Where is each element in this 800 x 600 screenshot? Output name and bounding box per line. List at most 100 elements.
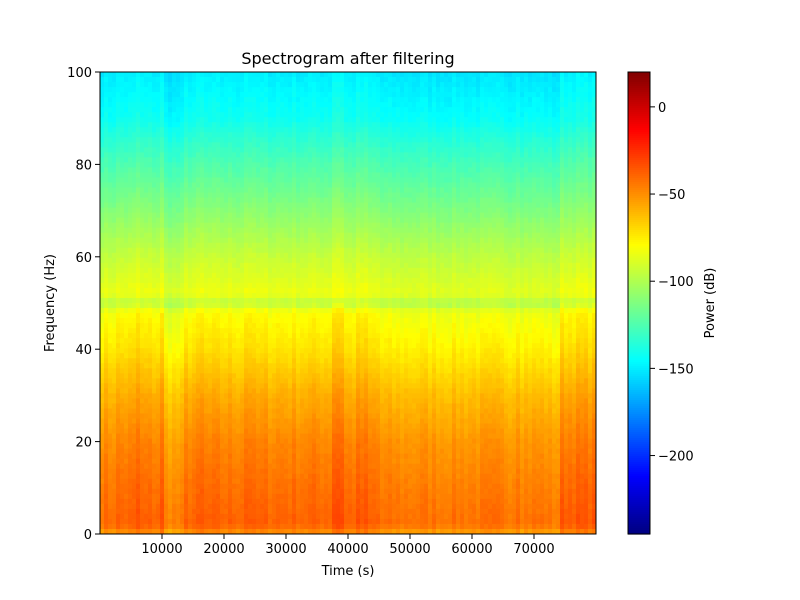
heatmap-cell [140,523,145,530]
heatmap-cell [256,463,261,470]
heatmap-cell [304,453,309,460]
heatmap-cell [148,443,153,450]
heatmap-cell [276,197,281,204]
heatmap-cell [300,508,305,515]
heatmap-cell [100,152,105,158]
heatmap-cell [244,127,249,133]
heatmap-cell [244,217,249,224]
heatmap-cell [156,418,161,425]
heatmap-cell [276,222,281,229]
heatmap-cell [256,353,261,359]
heatmap-cell [212,157,217,163]
heatmap-cell [188,262,193,269]
heatmap-cell [200,398,205,405]
heatmap-cell [124,242,129,249]
heatmap-cell [268,453,273,460]
heatmap-cell [236,383,241,389]
heatmap-cell [120,378,125,384]
heatmap-cell [124,192,129,199]
heatmap-cell [284,272,289,279]
heatmap-cell [228,313,233,319]
heatmap-cell [260,333,265,339]
heatmap-cell [152,137,157,143]
heatmap-cell [228,448,233,455]
heatmap-cell [284,413,289,420]
heatmap-cell [212,433,217,440]
heatmap-cell [284,428,289,435]
heatmap-cell [244,242,249,249]
heatmap-cell [164,363,169,369]
heatmap-cell [288,112,293,118]
heatmap-cell [156,343,161,349]
heatmap-cell [228,428,233,435]
heatmap-cell [160,282,165,289]
heatmap-cell [276,152,281,158]
heatmap-cell [156,518,161,525]
heatmap-cell [132,408,137,415]
heatmap-cell [212,122,217,128]
heatmap-cell [124,297,129,304]
heatmap-cell [256,102,261,108]
heatmap-cell [252,187,257,194]
heatmap-cell [312,488,317,495]
heatmap-cell [304,513,309,520]
heatmap-cell [228,117,233,123]
heatmap-cell [196,212,201,219]
heatmap-cell [248,167,253,174]
heatmap-cell [288,388,293,394]
heatmap-cell [112,468,117,475]
heatmap-cell [152,483,157,490]
heatmap-cell [176,413,181,420]
heatmap-cell [192,187,197,194]
heatmap-cell [164,92,169,98]
heatmap-cell [308,428,313,435]
heatmap-cell [180,498,185,505]
heatmap-cell [116,92,121,98]
heatmap-cell [176,513,181,520]
heatmap-cell [268,262,273,269]
heatmap-cell [224,232,229,239]
heatmap-cell [296,102,301,108]
heatmap-cell [180,107,185,113]
heatmap-cell [240,528,245,534]
heatmap-cell [176,142,181,148]
heatmap-cell [236,343,241,349]
heatmap-cell [228,413,233,420]
heatmap-cell [236,187,241,194]
heatmap-cell [120,282,125,289]
heatmap-cell [240,338,245,344]
heatmap-cell [244,528,249,534]
heatmap-cell [140,403,145,410]
heatmap-cell [148,147,153,153]
heatmap-cell [204,187,209,194]
heatmap-cell [220,132,225,138]
heatmap-cell [120,418,125,425]
heatmap-cell [272,528,277,534]
heatmap-cell [236,122,241,128]
heatmap-cell [268,277,273,284]
heatmap-cell [168,192,173,199]
heatmap-cell [128,92,133,98]
heatmap-cell [248,378,253,384]
heatmap-cell [128,87,133,93]
heatmap-cell [140,167,145,174]
heatmap-cell [276,363,281,369]
heatmap-cell [280,117,285,123]
heatmap-cell [244,458,249,465]
heatmap-cell [120,478,125,485]
heatmap-cell [164,117,169,123]
heatmap-cell [232,483,237,490]
heatmap-cell [200,413,205,420]
heatmap-cell [208,97,213,103]
heatmap-cell [160,313,165,319]
heatmap-cell [264,197,269,204]
heatmap-cell [300,398,305,405]
heatmap-cell [136,373,141,379]
heatmap-cell [272,72,277,78]
heatmap-cell [176,338,181,344]
heatmap-cell [260,338,265,344]
heatmap-cell [256,498,261,505]
heatmap-cell [192,162,197,169]
heatmap-cell [212,152,217,158]
heatmap-cell [236,413,241,420]
